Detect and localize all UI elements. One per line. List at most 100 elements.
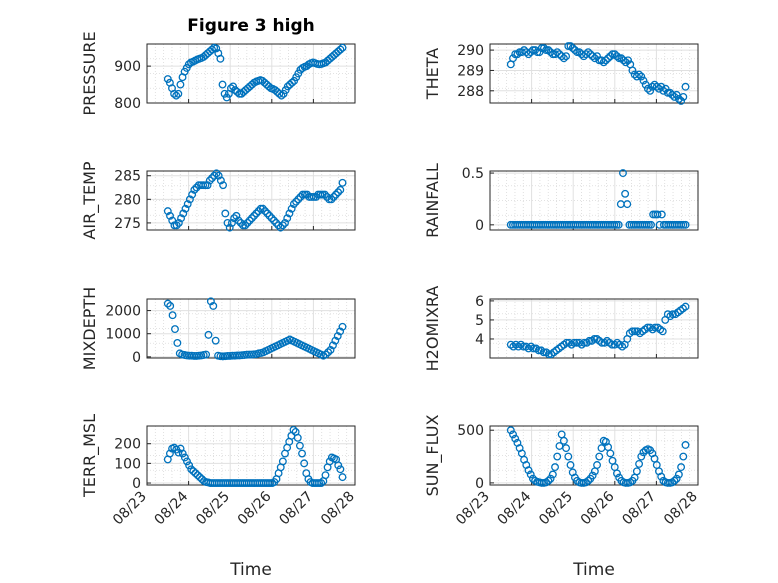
air_temp-data-point — [170, 221, 179, 230]
air_temp-data-point — [285, 209, 294, 218]
air_temp-y-tick-label: 280 — [114, 192, 141, 208]
air_temp-data-point — [163, 207, 172, 216]
mixdepth-y-tick-label: 0 — [132, 350, 141, 366]
air_temp-data-point — [185, 195, 194, 204]
air_temp-data-point — [177, 214, 186, 223]
sun_flux-data-point — [526, 470, 535, 479]
rainfall-data-point — [681, 220, 690, 229]
air_temp-data-point — [199, 181, 208, 190]
mixdepth-data-point — [204, 330, 213, 339]
theta-data-point — [557, 52, 566, 61]
terr_msl-data-point — [298, 449, 306, 458]
sun_flux-data-point — [551, 463, 559, 472]
terr_msl-data-point — [336, 465, 345, 474]
air_temp-data-point — [338, 178, 347, 187]
terr_msl-data-point — [295, 441, 304, 450]
sun_flux-x-tick-label: 08/28 — [661, 489, 701, 529]
air_temp-data-point — [336, 185, 345, 194]
theta-data-point — [670, 92, 679, 101]
h2omixra-data-point — [529, 344, 538, 353]
air_temp-data-point — [252, 209, 261, 218]
air_temp-data-point — [201, 181, 210, 190]
air_temp-data-point — [172, 221, 181, 230]
sun_flux-data-point — [670, 476, 679, 485]
h2omixra-data-point — [585, 336, 594, 345]
air_temp-data-point — [303, 190, 312, 199]
pressure-data-point — [338, 43, 347, 52]
rainfall-data-point — [621, 189, 630, 198]
pressure-y-axis-label: PRESSURE — [80, 31, 99, 115]
terr_msl-data-point — [176, 444, 185, 453]
terr_msl-data-point — [334, 461, 343, 470]
terr_msl-y-axis-label: TERR_MSL — [80, 414, 100, 498]
air_temp-data-point — [216, 176, 225, 185]
h2omixra-data-point — [590, 335, 599, 343]
theta-y-tick-label: 289 — [457, 63, 484, 79]
terr_msl-y-tick-label: 100 — [114, 456, 141, 472]
pressure-data-point — [216, 54, 225, 63]
subplot-terr_msl: 0 100 200 08/23 08/24 08/25 08/26 08/27 08/28 TER… — [80, 414, 358, 528]
h2omixra-data-point — [668, 310, 677, 319]
sun_flux-data-point — [613, 469, 621, 478]
pressure-y-tick-label: 800 — [114, 96, 141, 112]
theta-data-point — [619, 56, 628, 65]
theta-data-point — [661, 84, 670, 93]
air_temp-y-tick-label: 275 — [114, 216, 141, 232]
pressure-data-point — [336, 45, 345, 54]
air_temp-y-tick-label: 285 — [114, 169, 141, 185]
h2omixra-data-point — [534, 346, 543, 355]
air_temp-data-point — [276, 223, 285, 232]
air_temp-data-point — [294, 195, 303, 204]
theta-data-point — [604, 54, 613, 63]
sun_flux-data-point — [674, 470, 683, 479]
h2omixra-y-tick-label: 6 — [475, 294, 484, 310]
sun_flux-data-point — [509, 430, 517, 439]
h2omixra-data-point — [681, 302, 690, 311]
rainfall-data-point — [614, 220, 623, 229]
h2omixra-y-tick-label: 4 — [475, 332, 484, 348]
air_temp-data-point — [183, 200, 192, 208]
air_temp-data-point — [278, 221, 287, 230]
air_temp-data-point — [225, 223, 234, 232]
air_temp-data-point — [179, 209, 188, 218]
terr_msl-x-tick-label: 08/28 — [318, 489, 358, 529]
x-axis-label-right: Time — [572, 560, 615, 580]
theta-data-point — [628, 66, 637, 75]
air_temp-data-point — [166, 211, 174, 220]
sun_flux-data-point — [635, 459, 644, 468]
terr_msl-data-point — [191, 469, 200, 478]
pressure-data-point — [227, 84, 235, 93]
h2omixra-data-point — [608, 340, 617, 349]
air_temp-data-point — [239, 221, 247, 230]
air_temp-data-point — [212, 169, 221, 178]
terr_msl-data-point — [195, 473, 204, 482]
theta-data-point — [632, 72, 641, 81]
theta-data-point — [652, 82, 661, 91]
terr_msl-x-tick-label: 08/25 — [193, 489, 233, 529]
h2omixra-data-point — [598, 338, 606, 347]
sun_flux-axes — [489, 425, 699, 486]
air_temp-data-point — [287, 204, 296, 213]
mixdepth-data-point — [331, 336, 340, 345]
air_temp-data-point — [316, 190, 325, 199]
air_temp-data-point — [256, 204, 265, 213]
air_temp-data-point — [181, 204, 190, 213]
theta-data-point — [540, 44, 548, 53]
theta-data-point — [663, 88, 672, 97]
mixdepth-y-tick-label: 2000 — [105, 304, 141, 320]
mixdepth-data-point — [173, 339, 182, 347]
h2omixra-axes-border — [489, 298, 699, 359]
sun_flux-data-point — [681, 441, 690, 449]
mixdepth-data-point — [166, 301, 175, 310]
subplot-h2omixra: 4 5 6 H2OMIXRA — [423, 286, 699, 371]
terr_msl-data-point — [317, 479, 326, 487]
sun_flux-y-tick-label: 0 — [475, 476, 484, 492]
subplot-sun_flux: 0 500 08/23 08/24 08/25 08/26 08/27 08/28 SUN_FL… — [423, 415, 701, 529]
sun_flux-data-point — [564, 452, 573, 461]
sun_flux-y-axis-label: SUN_FLUX — [423, 415, 443, 497]
subplot-air_temp: 275 280 285 AIR_TEMP — [80, 161, 356, 240]
air_temp-data-point — [243, 218, 252, 227]
air_temp-data-point — [309, 193, 318, 201]
sun_flux-data-point — [544, 476, 553, 485]
